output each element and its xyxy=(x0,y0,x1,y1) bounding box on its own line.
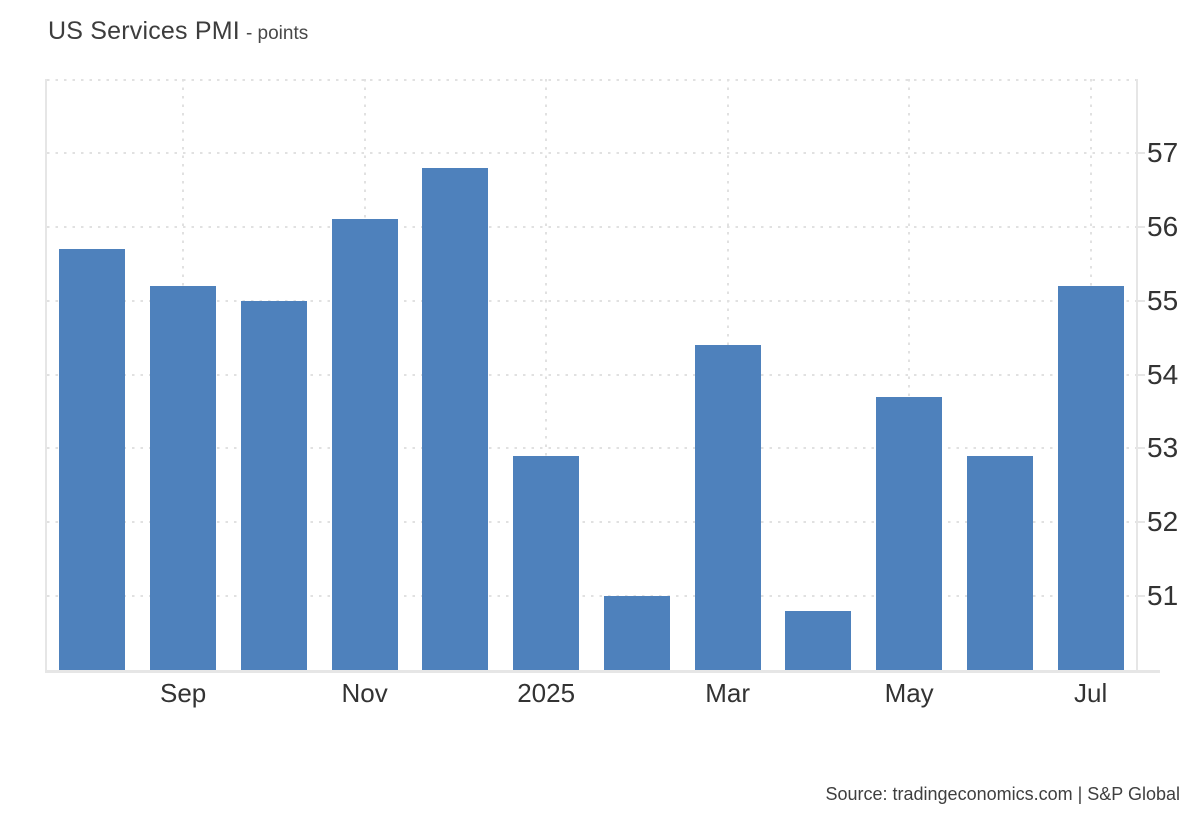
gridline-y-53 xyxy=(47,447,1136,450)
gridline-y-54 xyxy=(47,373,1136,376)
y-axis-label-54: 54 xyxy=(1147,358,1179,390)
bar-oct-2024[interactable] xyxy=(240,300,307,670)
y-axis-label-56: 56 xyxy=(1147,210,1179,242)
gridline-y-52 xyxy=(47,521,1136,524)
chart-title: US Services PMI xyxy=(48,17,240,45)
y-axis-tick xyxy=(1136,373,1145,376)
x-axis-label-Jul: Jul xyxy=(1074,678,1108,708)
bar-feb-2025[interactable] xyxy=(603,596,670,670)
bar-dec-2024[interactable] xyxy=(422,167,489,670)
y-axis-tick xyxy=(1136,299,1145,302)
bar-apr-2025[interactable] xyxy=(785,610,852,670)
bar-sep-2024[interactable] xyxy=(150,285,217,670)
left-axis-line xyxy=(45,79,47,670)
chart-header: US Services PMI - points xyxy=(48,17,308,46)
x-axis-label-Sep: Sep xyxy=(159,678,207,708)
plot-area xyxy=(45,79,1160,673)
bar-mar-2025[interactable] xyxy=(694,344,761,670)
y-axis-label-53: 53 xyxy=(1147,432,1179,464)
y-axis-tick xyxy=(1136,447,1145,450)
y-axis-label-55: 55 xyxy=(1147,284,1179,316)
x-axis-label-2025: 2025 xyxy=(517,678,576,708)
bar-may-2025[interactable] xyxy=(876,396,943,670)
x-axis-line xyxy=(45,670,1160,673)
source-attribution[interactable]: Source: tradingeconomics.com | S&P Globa… xyxy=(825,784,1180,804)
plot-top-border xyxy=(47,79,1136,81)
x-axis-label-Mar: Mar xyxy=(705,678,751,708)
y-axis-tick xyxy=(1136,595,1145,598)
gridline-y-56 xyxy=(47,225,1136,228)
x-axis-label-Nov: Nov xyxy=(341,678,388,708)
y-axis-tick xyxy=(1136,225,1145,228)
y-axis-label-51: 51 xyxy=(1147,580,1179,612)
y-axis-label-52: 52 xyxy=(1147,506,1179,538)
bar-aug-2024[interactable] xyxy=(59,248,126,670)
y-axis-label-57: 57 xyxy=(1147,136,1179,168)
bar-jun-2025[interactable] xyxy=(966,455,1033,670)
y-axis-tick xyxy=(1136,151,1145,154)
gridline-y-55 xyxy=(47,299,1136,302)
bar-nov-2024[interactable] xyxy=(331,219,398,670)
gridline-y-57 xyxy=(47,151,1136,154)
bar-jan-2025[interactable] xyxy=(513,455,580,670)
chart-subtitle: - points xyxy=(245,23,309,44)
bar-jul-2025[interactable] xyxy=(1057,285,1124,670)
y-axis-tick xyxy=(1136,521,1145,524)
x-axis-label-May: May xyxy=(884,678,934,708)
gridline-y-51 xyxy=(47,595,1136,598)
